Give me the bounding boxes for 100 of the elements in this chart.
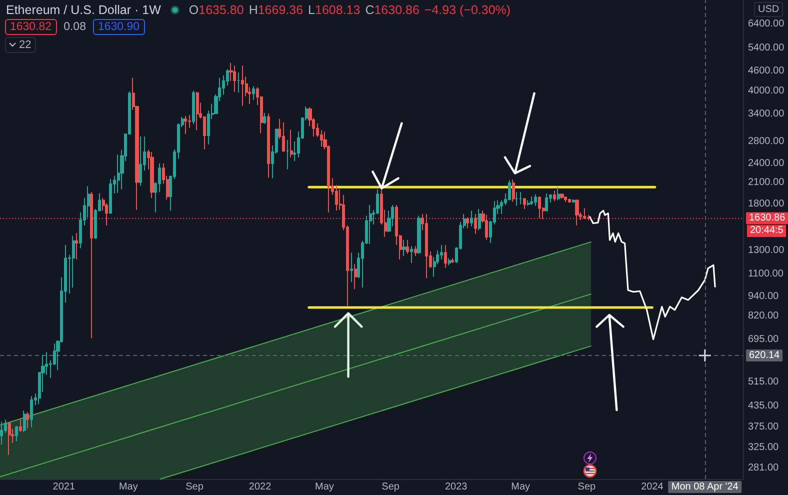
annotation: 22 <box>19 38 32 52</box>
y-tick-label: 5400.00 <box>748 42 785 54</box>
candlestick <box>523 198 526 210</box>
annotation: 1630.90 <box>92 19 145 35</box>
y-tick-label: 281.00 <box>748 462 780 474</box>
candlestick <box>286 139 289 170</box>
candlestick <box>19 418 22 432</box>
candlestick <box>8 422 11 456</box>
y-tick-label: 1100.00 <box>748 268 784 280</box>
candlestick <box>508 180 511 201</box>
line-series <box>589 210 716 340</box>
candlestick <box>417 215 421 254</box>
ref-line-label: 620.14 <box>749 350 780 362</box>
ref-line-label: 1630.86 <box>749 212 786 224</box>
y-tick-label: 375.00 <box>748 421 780 432</box>
x-tick-label: 2021 <box>52 482 76 492</box>
candlestick <box>267 112 270 178</box>
candlestick <box>534 194 537 206</box>
ref-line-label: Mon 08 Apr '24 <box>671 482 739 492</box>
candlestick <box>530 196 533 206</box>
text: 20:44:5 <box>747 225 786 238</box>
candlestick <box>568 198 571 204</box>
candlestick <box>451 258 454 264</box>
y-tick-label: 435.00 <box>748 400 780 412</box>
x-tick-label: May <box>118 482 138 492</box>
candlestick <box>237 72 240 94</box>
candlestick <box>402 239 406 256</box>
candlestick <box>519 192 522 205</box>
candlestick <box>466 216 469 229</box>
candlestick <box>474 213 477 234</box>
candlestick <box>545 193 548 212</box>
candlestick <box>485 214 488 240</box>
candlestick <box>440 244 443 260</box>
candlestick <box>139 136 142 186</box>
candlestick <box>0 421 3 446</box>
candlestick <box>560 193 564 200</box>
chart-title: Ethereum / U.S. Dollar · 1W <box>6 2 161 16</box>
x-tick-label: 2023 <box>444 482 468 492</box>
annotation: H1669.36 <box>248 2 304 16</box>
x-tick-label: 2024 <box>641 482 664 492</box>
candlestick <box>557 186 560 201</box>
candlestick <box>233 65 236 92</box>
candlestick <box>575 199 579 226</box>
candlestick <box>196 91 199 131</box>
y-tick-label: 2400.00 <box>748 158 785 169</box>
candlestick <box>252 86 255 100</box>
candlestick <box>109 178 112 214</box>
y-axis-title: USD <box>754 2 784 17</box>
annotation: 0.08 <box>64 21 86 33</box>
candlestick <box>564 196 567 202</box>
y-tick-label: 695.00 <box>748 334 780 345</box>
candlestick <box>263 112 266 124</box>
y-tick-label: 820.00 <box>748 310 780 322</box>
x-tick-label: May <box>511 482 530 492</box>
candlestick <box>448 258 451 266</box>
candlestick <box>90 192 93 339</box>
y-tick-label: 3400.00 <box>748 108 785 120</box>
y-tick-label: 940.00 <box>748 290 780 302</box>
candlestick <box>444 244 447 268</box>
x-tick-label: Sep <box>382 482 400 492</box>
candlestick <box>406 239 409 254</box>
y-tick-label: 6400.00 <box>748 18 785 30</box>
candlestick <box>538 196 541 219</box>
y-tick-label: 4000.00 <box>748 85 785 96</box>
candlestick <box>23 410 26 432</box>
candlestick <box>184 115 187 135</box>
annotation: L1608.13 <box>308 2 360 16</box>
candlestick <box>15 425 18 442</box>
x-tick-label: Sep <box>578 482 596 492</box>
candlestick <box>75 232 78 260</box>
x-tick-label: May <box>315 482 334 492</box>
candlestick <box>410 246 413 264</box>
candlestick <box>369 204 372 245</box>
y-tick-label: 4600.00 <box>748 65 785 76</box>
candlestick <box>354 264 357 290</box>
candlestick <box>425 213 428 279</box>
candlestick <box>414 246 417 256</box>
candlestick <box>117 154 120 194</box>
y-tick-label: 1300.00 <box>748 244 785 256</box>
x-tick-label: 2022 <box>248 482 272 492</box>
candlestick <box>150 151 154 199</box>
candlestick <box>512 179 515 202</box>
y-tick-label: 2100.00 <box>748 176 785 188</box>
annotation: −4.93 (−0.30%) <box>424 2 511 16</box>
candlestick <box>192 90 195 125</box>
candlestick <box>241 64 244 106</box>
candlestick <box>527 200 530 206</box>
annotation: C1630.86 <box>365 2 420 16</box>
candlestick <box>470 210 473 227</box>
y-tick-label: 1800.00 <box>748 198 785 210</box>
candlestick <box>553 190 556 202</box>
y-tick-label: 2800.00 <box>748 136 785 147</box>
y-tick-label: 515.00 <box>748 376 780 388</box>
candlestick <box>478 208 481 231</box>
annotation: 1630.82 <box>5 19 57 35</box>
candlestick <box>290 129 293 158</box>
candlestick <box>350 252 353 283</box>
candlestick <box>583 208 586 220</box>
candlestick <box>30 396 33 428</box>
candlestick <box>282 122 285 152</box>
